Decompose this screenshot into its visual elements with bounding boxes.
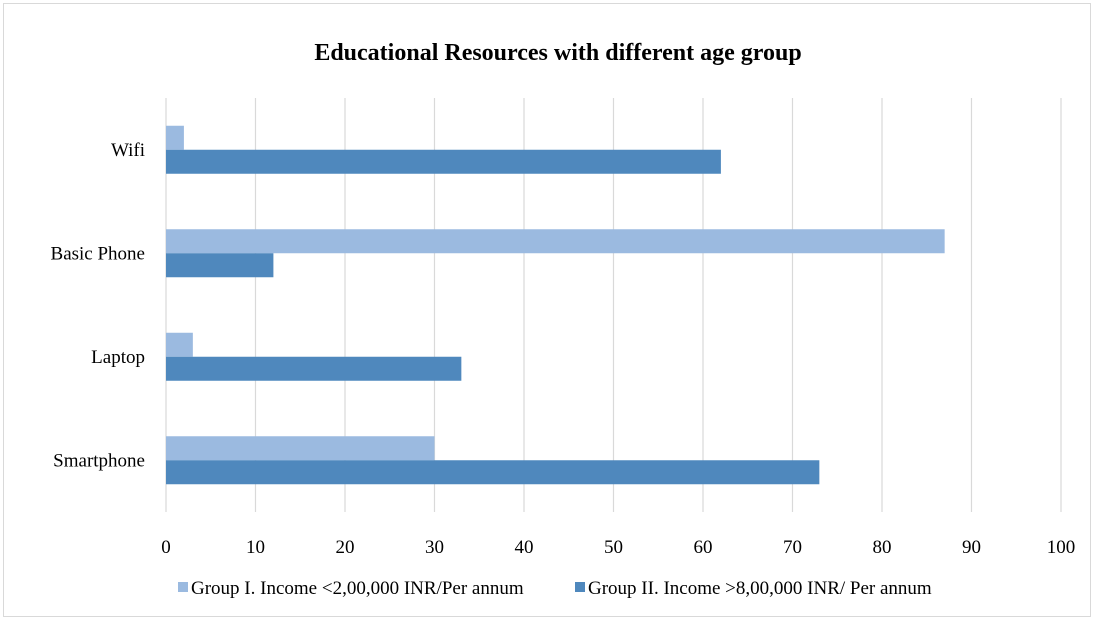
x-tick-label: 100 xyxy=(1047,537,1076,558)
category-label: Smartphone xyxy=(53,450,145,471)
legend: Group I. Income <2,00,000 INR/Per annum G… xyxy=(178,578,932,599)
bar-group-i-wifi xyxy=(166,125,184,150)
x-tick-label: 70 xyxy=(783,537,802,558)
x-tick-label: 60 xyxy=(694,537,713,558)
x-tick-label: 20 xyxy=(336,537,355,558)
x-tick-label: 0 xyxy=(161,537,171,558)
bar-group-i-smartphone xyxy=(166,436,435,461)
bar-group-i-laptop xyxy=(166,332,193,357)
legend-label-1: Group I. Income <2,00,000 INR/Per annum xyxy=(191,578,524,599)
bar-group-i-basic-phone xyxy=(166,229,945,254)
category-labels: Wifi Basic Phone Laptop Smartphone xyxy=(51,140,145,472)
x-tick-label: 80 xyxy=(873,537,892,558)
bar-group-ii-smartphone xyxy=(166,460,820,485)
category-label: Laptop xyxy=(91,347,145,368)
bar-group-ii-basic-phone xyxy=(166,253,274,278)
x-tick-label: 90 xyxy=(962,537,981,558)
legend-swatch-1 xyxy=(178,582,188,592)
legend-label-2: Group II. Income >8,00,000 INR/ Per annu… xyxy=(588,578,932,599)
chart-frame xyxy=(3,3,1091,617)
legend-swatch-2 xyxy=(575,582,585,592)
x-tick-label: 40 xyxy=(515,537,534,558)
x-tick-label: 30 xyxy=(425,537,444,558)
x-axis-ticks: 0 10 20 30 40 50 60 70 80 90 100 xyxy=(161,537,1075,558)
x-tick-label: 50 xyxy=(604,537,623,558)
bars xyxy=(166,125,945,485)
chart-title: Educational Resources with different age… xyxy=(314,40,801,66)
bar-group-ii-laptop xyxy=(166,356,462,381)
bar-group-ii-wifi xyxy=(166,149,721,174)
category-label: Wifi xyxy=(111,140,145,161)
x-tick-label: 10 xyxy=(246,537,265,558)
category-label: Basic Phone xyxy=(51,243,145,264)
